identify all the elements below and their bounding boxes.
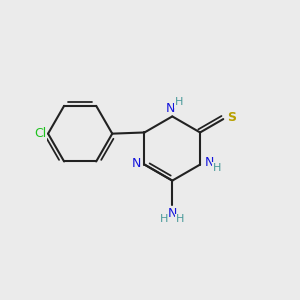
Text: Cl: Cl <box>34 127 46 140</box>
Text: N: N <box>168 207 177 220</box>
Text: H: H <box>213 163 221 173</box>
Text: N: N <box>205 156 214 169</box>
Text: S: S <box>227 111 236 124</box>
Text: H: H <box>160 214 168 224</box>
Text: N: N <box>166 102 176 115</box>
Text: N: N <box>131 157 141 169</box>
Text: H: H <box>175 97 183 107</box>
Text: H: H <box>176 214 184 224</box>
